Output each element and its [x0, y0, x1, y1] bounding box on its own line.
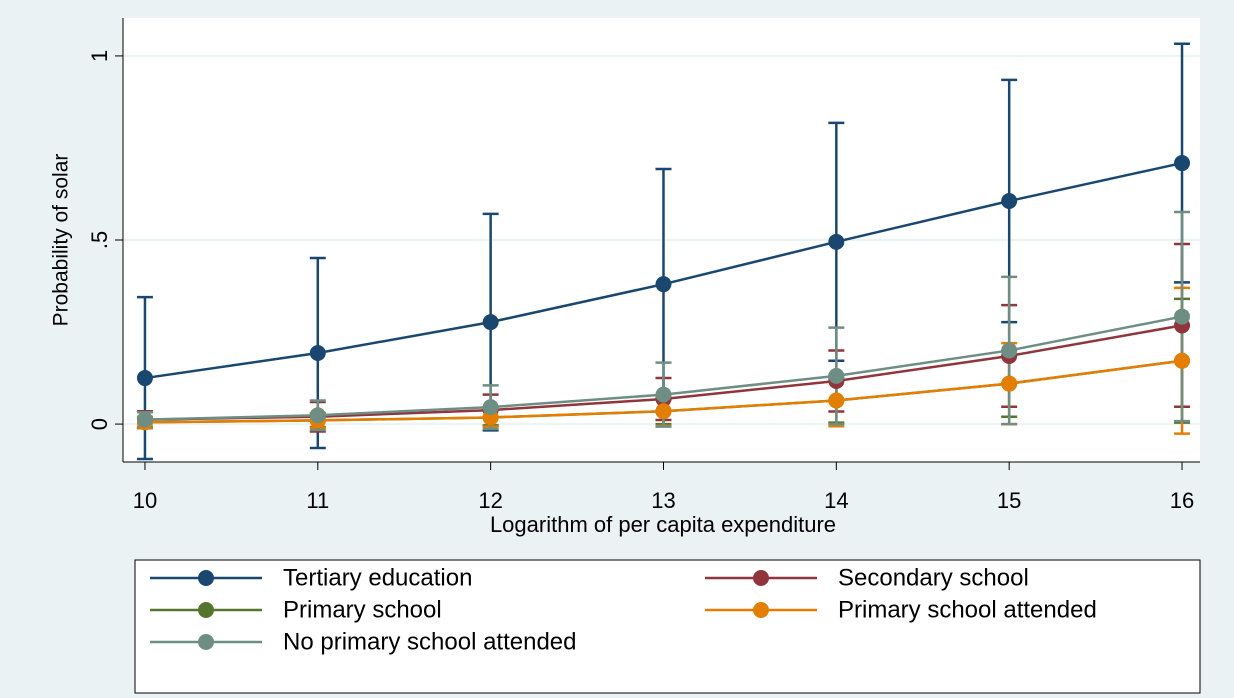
- point: [1174, 155, 1191, 172]
- legend-marker: [198, 602, 214, 618]
- point: [1174, 308, 1191, 325]
- legend-label: Secondary school: [838, 564, 1029, 591]
- legend-marker: [198, 634, 214, 650]
- x-tick-label: 10: [133, 488, 157, 513]
- x-tick-label: 11: [306, 488, 329, 513]
- x-tick-label: 16: [1170, 488, 1194, 513]
- point: [1001, 342, 1018, 359]
- legend-label: Primary school attended: [838, 596, 1097, 623]
- point: [1001, 375, 1018, 392]
- x-tick-label: 13: [651, 488, 675, 513]
- point: [828, 392, 845, 409]
- point: [482, 314, 499, 331]
- point: [136, 370, 153, 387]
- point: [1174, 352, 1191, 369]
- x-tick-label: 14: [824, 488, 848, 513]
- point: [828, 367, 845, 384]
- x-axis-title: Logarithm of per capita expenditure: [490, 512, 836, 537]
- legend-marker: [753, 570, 769, 586]
- point: [828, 233, 845, 250]
- legend-marker: [753, 602, 769, 618]
- legend-label: Primary school: [283, 596, 442, 623]
- legend-label: Tertiary education: [283, 564, 472, 591]
- point: [655, 386, 672, 403]
- point: [655, 403, 672, 420]
- legend-marker: [198, 570, 214, 586]
- y-tick-label: .5: [87, 231, 112, 249]
- point: [1001, 192, 1018, 209]
- point: [136, 411, 153, 428]
- y-tick-label: 0: [87, 418, 112, 430]
- point: [309, 345, 326, 362]
- x-tick-label: 15: [997, 488, 1021, 513]
- x-tick-label: 12: [478, 488, 502, 513]
- point: [655, 276, 672, 293]
- point: [482, 399, 499, 416]
- point: [309, 407, 326, 424]
- legend-box: [134, 559, 1201, 694]
- y-tick-label: 1: [87, 50, 112, 62]
- legend-label: No primary school attended: [283, 628, 576, 655]
- y-axis-title: Probability of solar: [50, 154, 73, 327]
